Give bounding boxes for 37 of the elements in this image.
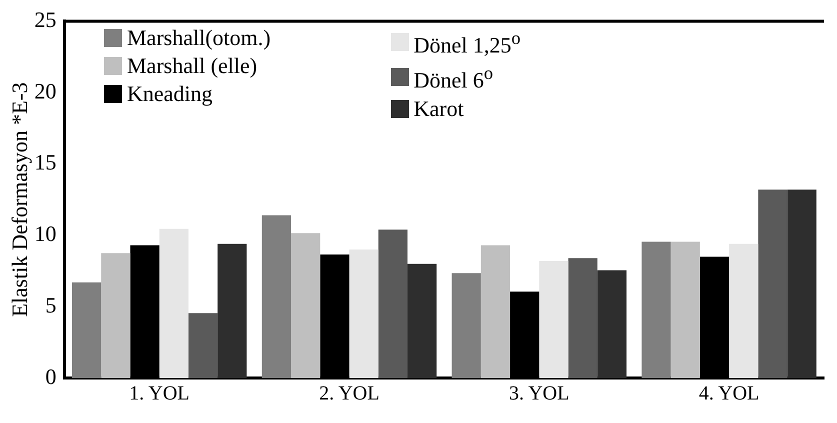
y-tick-label: 25 — [34, 6, 56, 32]
x-tick-label: 1. YOL — [129, 382, 190, 404]
y-axis-title: Elastik Deformasyon *E-3 — [6, 82, 32, 317]
bar — [378, 230, 408, 378]
legend-label: Karot — [414, 94, 464, 123]
x-tick-label: 4. YOL — [698, 382, 760, 404]
bar — [670, 242, 700, 378]
legend-label: Marshall(otom.) — [127, 24, 271, 52]
bar — [452, 273, 481, 378]
bar — [729, 244, 758, 378]
legend-label: Dönel 6$^{o}$ — [414, 62, 494, 95]
bar — [568, 258, 598, 378]
y-tick-label: 10 — [34, 221, 56, 246]
bar — [159, 228, 188, 378]
bar — [642, 242, 671, 378]
bar — [291, 233, 320, 378]
bar — [101, 253, 130, 378]
legend-label: Dönel 1,25$^{o}$ — [414, 27, 521, 60]
bar — [480, 245, 510, 378]
bar — [188, 313, 218, 378]
bar — [262, 215, 292, 378]
bar — [787, 190, 816, 378]
legend-label: Kneading — [127, 80, 213, 108]
y-tick-label: 20 — [34, 78, 56, 104]
legend-label: Marshall (elle) — [127, 52, 258, 80]
bar — [758, 190, 788, 378]
bar — [597, 270, 627, 378]
y-tick-label: 15 — [34, 150, 56, 175]
y-tick-label: 0 — [45, 364, 56, 389]
x-tick-label: 2. YOL — [319, 382, 380, 404]
x-tick-label: 3. YOL — [508, 382, 570, 404]
bar — [539, 260, 568, 378]
bar — [407, 264, 437, 378]
bar — [349, 250, 378, 378]
y-tick-label: 5 — [45, 292, 56, 318]
bar — [218, 244, 247, 378]
bar — [72, 282, 102, 378]
